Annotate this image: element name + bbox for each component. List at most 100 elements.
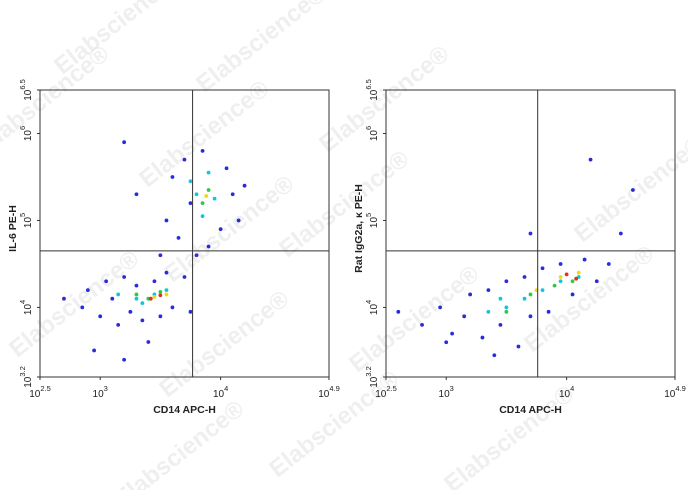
y-tick-label: 106.5: [18, 79, 34, 101]
data-point: [504, 279, 509, 284]
data-point: [570, 292, 575, 297]
data-point: [164, 288, 169, 293]
data-point: [170, 175, 175, 179]
data-point: [152, 279, 157, 284]
watermark: Elabscience®: [344, 260, 484, 378]
x-tick-label: 103: [93, 384, 108, 400]
y-tick-label: 103.2: [18, 366, 34, 388]
data-point: [200, 201, 205, 206]
data-point: [242, 183, 247, 188]
y-tick-label: 104: [18, 300, 34, 315]
data-point: [564, 272, 569, 277]
x-tick-label: 102.5: [29, 384, 51, 400]
data-point: [170, 305, 175, 310]
data-point: [588, 157, 593, 162]
x-tick-label: 103: [439, 384, 454, 400]
data-point: [420, 322, 424, 327]
data-point: [558, 279, 563, 284]
data-point: [552, 283, 557, 288]
data-point: [558, 262, 563, 266]
data-point: [444, 340, 449, 345]
data-point: [188, 179, 193, 184]
data-point: [182, 157, 187, 162]
data-point: [206, 170, 211, 175]
y-tick-label: 106: [18, 126, 34, 141]
data-point: [224, 166, 229, 171]
data-point: [582, 257, 587, 262]
plot-frame: [385, 89, 676, 378]
data-point: [85, 288, 90, 293]
data-point: [158, 289, 163, 294]
data-point: [152, 295, 157, 299]
data-point: [574, 276, 579, 281]
plot-frame: [39, 89, 330, 378]
x-tick-label: 104.9: [318, 384, 340, 400]
data-point: [218, 227, 223, 232]
data-point: [486, 288, 491, 293]
data-point: [158, 293, 163, 298]
data-point: [182, 275, 187, 279]
data-point: [134, 192, 139, 197]
data-point: [206, 244, 211, 249]
data-point: [212, 196, 217, 201]
y-tick-label: 103.2: [364, 366, 380, 388]
data-point: [528, 314, 533, 319]
data-point: [164, 270, 169, 275]
data-point: [194, 253, 199, 258]
watermark: Elabscience®: [264, 365, 404, 483]
watermark: Elabscience®: [274, 145, 414, 263]
data-point: [140, 318, 145, 323]
data-point: [98, 314, 103, 319]
data-point: [594, 279, 599, 284]
data-point: [606, 262, 611, 266]
data-point: [618, 231, 623, 236]
data-point: [504, 309, 509, 314]
data-point: [438, 305, 443, 310]
data-point: [528, 231, 533, 236]
data-point: [522, 296, 527, 301]
x-tick-label: 104.9: [664, 384, 686, 400]
y-tick-label: 106: [364, 126, 380, 141]
data-point: [522, 275, 527, 279]
data-point: [134, 296, 139, 301]
data-point: [122, 140, 127, 145]
watermark: Elabscience®: [519, 240, 659, 358]
data-point: [206, 188, 211, 192]
data-point: [558, 275, 563, 279]
data-point: [92, 348, 97, 353]
y-axis-title: IL-6 PE-H: [7, 205, 19, 252]
data-point: [148, 296, 153, 301]
y-tick-label: 105: [18, 213, 34, 228]
y-tick-label: 104: [364, 300, 380, 315]
data-point: [630, 188, 635, 192]
x-axis-title: CD14 APC-H: [499, 404, 562, 416]
data-point: [200, 148, 205, 153]
data-point: [450, 331, 455, 336]
data-point: [492, 353, 497, 358]
data-point: [122, 357, 127, 362]
watermark: Elabscience®: [159, 170, 299, 288]
data-point: [540, 266, 545, 271]
data-point: [146, 340, 151, 344]
data-point: [204, 194, 209, 198]
data-point: [468, 292, 473, 297]
data-point: [396, 309, 401, 314]
x-tick-label: 104: [559, 384, 574, 400]
data-point: [164, 292, 169, 297]
data-point: [110, 296, 115, 301]
data-point: [570, 279, 575, 284]
data-point: [236, 218, 241, 223]
data-point: [116, 322, 121, 327]
data-point: [462, 314, 467, 319]
x-tick-label: 102.5: [375, 384, 397, 400]
data-point: [546, 309, 551, 314]
data-point: [158, 314, 163, 319]
data-point: [498, 296, 503, 301]
data-point: [80, 305, 85, 310]
data-point: [230, 192, 235, 197]
data-point: [158, 253, 163, 258]
watermark: Elabscience®: [569, 130, 688, 248]
data-point: [498, 322, 503, 327]
data-point: [128, 309, 133, 314]
